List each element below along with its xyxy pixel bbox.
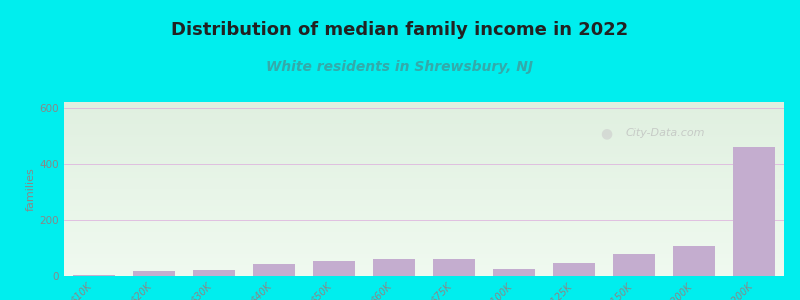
Bar xyxy=(613,254,655,276)
Bar xyxy=(493,269,535,276)
Text: City-Data.com: City-Data.com xyxy=(626,128,705,138)
Text: White residents in Shrewsbury, NJ: White residents in Shrewsbury, NJ xyxy=(266,60,534,74)
Bar xyxy=(133,271,175,276)
Text: Distribution of median family income in 2022: Distribution of median family income in … xyxy=(171,21,629,39)
Bar xyxy=(373,259,415,276)
Y-axis label: families: families xyxy=(26,167,35,211)
Bar xyxy=(193,270,235,276)
Bar xyxy=(253,264,295,276)
Bar xyxy=(433,259,475,276)
Bar xyxy=(73,274,115,276)
Text: ●: ● xyxy=(600,126,613,140)
Bar xyxy=(733,147,775,276)
Bar xyxy=(553,262,595,276)
Bar xyxy=(673,246,715,276)
Bar xyxy=(313,261,355,276)
